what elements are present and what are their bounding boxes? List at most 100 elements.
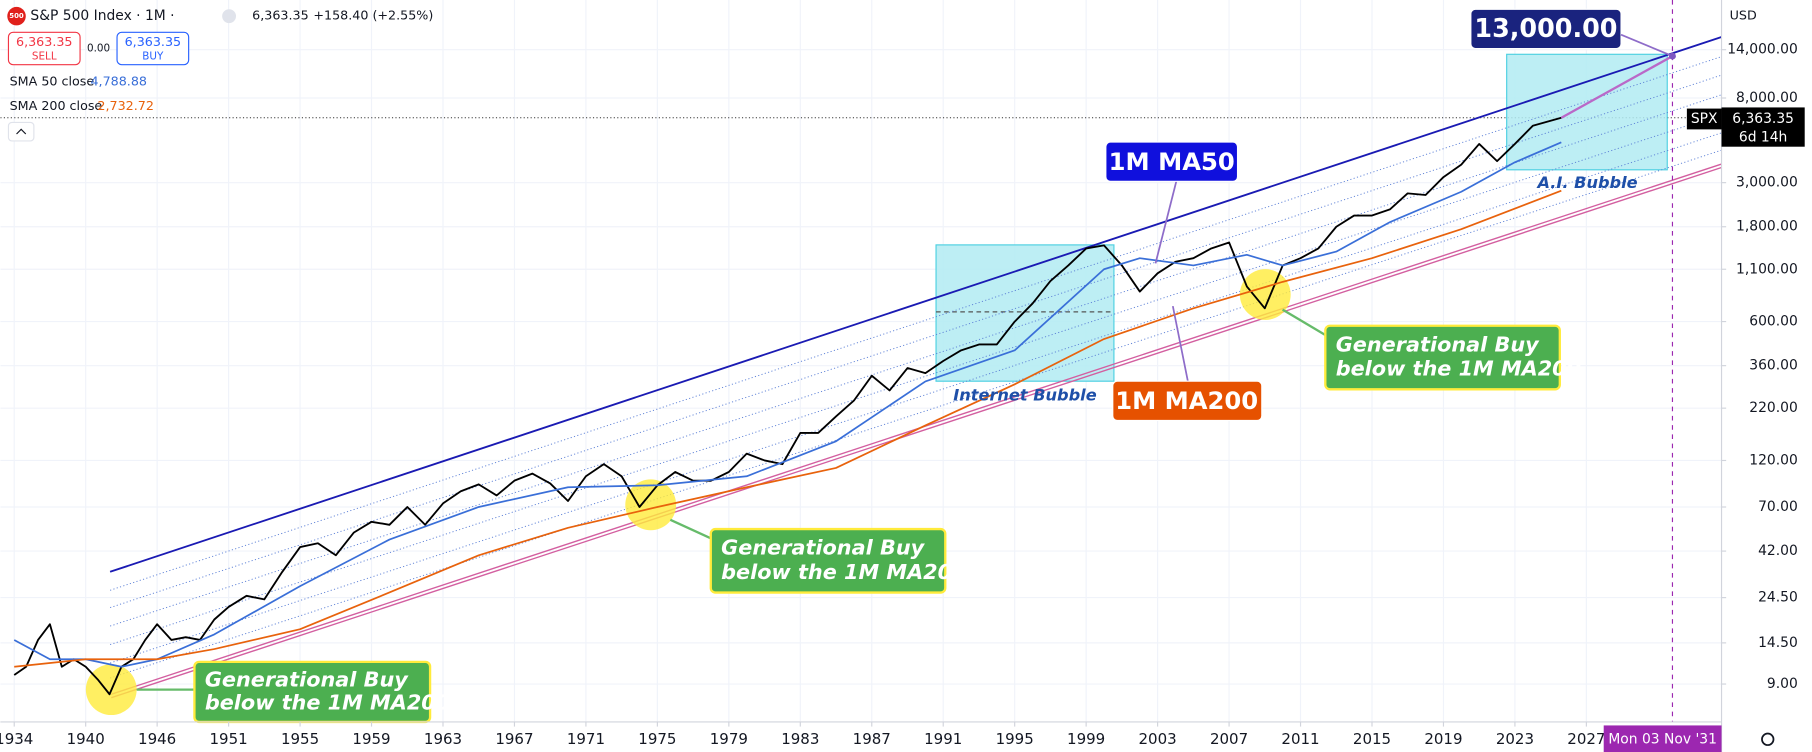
change: +158.40 (+2.55%) <box>313 8 433 23</box>
axes: 14,000.00 8,000.00 3,000.00 1,800.00 1,100.0… <box>0 42 1798 748</box>
indicator-name[interactable]: SMA 200 close <box>10 98 103 113</box>
connector <box>1620 33 1673 57</box>
logo-text: 500 <box>9 12 24 20</box>
x-tick-label: 1987 <box>853 730 891 748</box>
channel-line <box>109 94 1722 627</box>
highlight <box>1239 269 1291 320</box>
collapse-button[interactable] <box>7 121 35 142</box>
x-tick-label: 2007 <box>1210 730 1248 748</box>
ma50-label-box <box>1105 141 1239 182</box>
last-price: 6,363.35 <box>1732 111 1794 127</box>
symbol-tag <box>1686 108 1722 130</box>
y-tick-label: 8,000.00 <box>1736 90 1798 106</box>
annotation: below the 1M MA200 <box>205 690 450 714</box>
x-tick-label: 1963 <box>424 730 462 748</box>
spread: 0.00 <box>87 43 110 55</box>
x-tick-label: 1951 <box>210 730 248 748</box>
y-tick-label: 360.00 <box>1749 358 1798 374</box>
chevron <box>16 128 27 135</box>
countdown: 6d 14h <box>1739 129 1787 145</box>
connector <box>1281 308 1326 336</box>
x-tick-label: 1955 <box>281 730 319 748</box>
annotation: Generational Buy <box>205 667 409 691</box>
symbol-tag-text: SPX <box>1691 111 1718 127</box>
buy-label-box <box>1324 324 1561 391</box>
buy-price: 6,363.35 <box>125 34 182 49</box>
x-tick-label: 1940 <box>67 730 105 748</box>
projection <box>1560 55 1674 119</box>
y-tick-label: 1,800.00 <box>1736 219 1798 235</box>
x-tick-label: 1979 <box>710 730 748 748</box>
settings-button[interactable] <box>1761 732 1775 746</box>
x-tick-label: 1975 <box>638 730 676 748</box>
last-price-tag <box>1721 107 1805 147</box>
y-tick-label: 24.50 <box>1758 590 1798 606</box>
series <box>13 116 1562 696</box>
annotation: 1M MA50 <box>1109 147 1235 176</box>
annotation: 1M MA200 <box>1115 386 1258 415</box>
quote: 6,363.35 <box>252 8 309 23</box>
internet-bubble-box <box>935 244 1115 382</box>
cursor-date-tag <box>1603 725 1722 752</box>
sell-button[interactable] <box>7 31 81 66</box>
y-tick-label: 3,000.00 <box>1736 175 1798 191</box>
target-label-box <box>1470 8 1622 50</box>
y-tick-label: 14.50 <box>1758 635 1798 651</box>
x-tick-label: 1995 <box>996 730 1034 748</box>
connector <box>1154 181 1178 264</box>
logo <box>7 6 26 26</box>
menu-button[interactable] <box>222 9 237 24</box>
buy-label-box <box>709 527 947 594</box>
annotation: A.I. Bubble <box>1535 173 1637 192</box>
annotation: Internet Bubble <box>953 386 1096 405</box>
annotation: below the 1M MA200 <box>1336 357 1581 381</box>
target-label: 13,000.00 <box>1474 13 1617 43</box>
annotation: Generational Buy <box>1336 332 1540 356</box>
x-tick-label: 2003 <box>1139 730 1177 748</box>
price-line <box>13 116 1562 696</box>
x-tick-label: 1983 <box>781 730 819 748</box>
channel-line <box>109 74 1722 609</box>
x-tick-label: 1999 <box>1067 730 1105 748</box>
x-tick-label: 2019 <box>1424 730 1462 748</box>
header: 500 S&P 500 Index · 1M · 6,363.35 +158.4… <box>7 6 433 142</box>
highlight <box>625 479 677 531</box>
y-tick-label: 42.00 <box>1758 543 1798 559</box>
channel-bottom <box>111 166 1722 699</box>
buy-button[interactable] <box>116 31 190 66</box>
symbol-title[interactable]: S&P 500 Index · 1M · <box>30 8 174 24</box>
channel-line <box>109 56 1722 591</box>
y-tick-label: 600.00 <box>1749 314 1798 330</box>
y-tick-label: 1,100.00 <box>1736 261 1798 277</box>
y-tick-label: 120.00 <box>1749 452 1798 468</box>
x-tick-label: 2015 <box>1353 730 1391 748</box>
x-tick-label: 1959 <box>352 730 390 748</box>
indicator-name[interactable]: SMA 50 close <box>10 74 95 89</box>
annotation: below the 1M MA200 <box>721 560 966 584</box>
channel-top <box>109 36 1722 573</box>
sell-price: 6,363.35 <box>16 34 73 49</box>
cursor-date: Mon 03 Nov '31 <box>1608 731 1717 747</box>
buy-label: BUY <box>142 51 164 63</box>
sell-label: SELL <box>32 51 57 63</box>
x-tick-label: 2011 <box>1281 730 1319 748</box>
x-tick-label: 2027 <box>1567 730 1605 748</box>
target-point <box>1668 52 1676 60</box>
x-tick-label: 1967 <box>495 730 533 748</box>
annotation: Generational Buy <box>721 536 925 560</box>
currency[interactable]: USD <box>1730 8 1757 23</box>
y-tick-label: 70.00 <box>1758 499 1798 515</box>
y-tick-label: 14,000.00 <box>1727 42 1798 58</box>
x-tick-label: 1971 <box>567 730 605 748</box>
x-tick-label: 1991 <box>924 730 962 748</box>
x-tick-label: 2023 <box>1496 730 1534 748</box>
sma-line <box>14 189 1562 668</box>
connector <box>669 518 712 540</box>
ma200-label-box <box>1112 380 1263 422</box>
x-tick-label: 1934 <box>0 730 33 748</box>
indicator-value: 4,788.88 <box>90 74 147 89</box>
y-tick-label: 9.00 <box>1767 676 1798 692</box>
annotations: Internet Bubble A.I. Bubble 1M MA50 1M M… <box>136 0 1676 724</box>
